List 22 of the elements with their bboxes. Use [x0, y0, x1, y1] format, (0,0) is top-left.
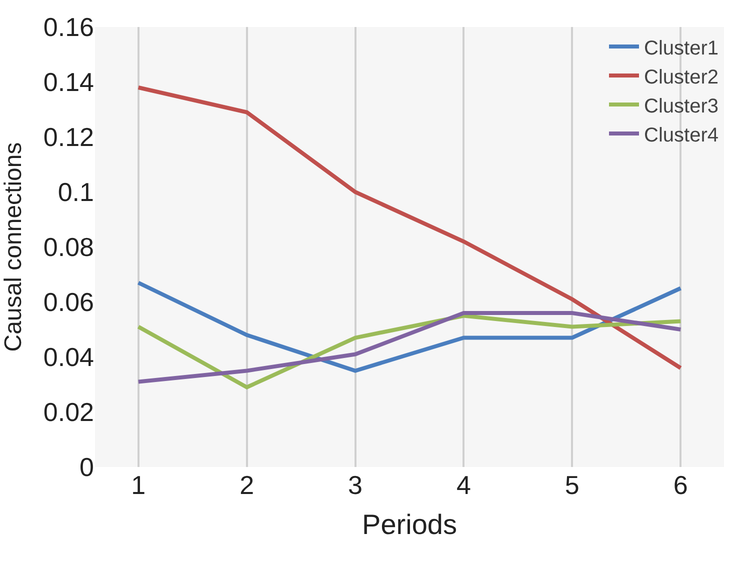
- x-tick-label: 6: [673, 470, 688, 500]
- x-tick-label: 2: [240, 470, 254, 500]
- x-tick-label: 1: [131, 470, 146, 500]
- y-tick-label: 0.16: [43, 12, 94, 42]
- x-axis-title: Periods: [362, 509, 457, 540]
- x-tick-label: 3: [348, 470, 363, 500]
- line-series: [136, 280, 683, 373]
- y-tick-label: 0.04: [43, 342, 94, 372]
- y-tick-label: 0.08: [43, 232, 94, 262]
- x-tick-label: 4: [456, 470, 471, 500]
- y-tick-label: 0.1: [58, 177, 94, 208]
- legend-label: Cluster2: [644, 66, 718, 88]
- y-axis-title: Causal connections: [0, 142, 27, 352]
- legend-label: Cluster4: [644, 124, 718, 146]
- y-tick-label: 0.02: [43, 397, 94, 428]
- y-tick-label: 0.12: [43, 122, 94, 152]
- legend-label: Cluster1: [644, 37, 718, 60]
- y-tick-label: 0.06: [43, 287, 94, 318]
- y-tick-label: 0: [80, 452, 94, 482]
- x-tick-label: 5: [564, 470, 580, 500]
- legend-label: Cluster3: [644, 95, 718, 118]
- y-tick-label: 0.14: [43, 67, 94, 98]
